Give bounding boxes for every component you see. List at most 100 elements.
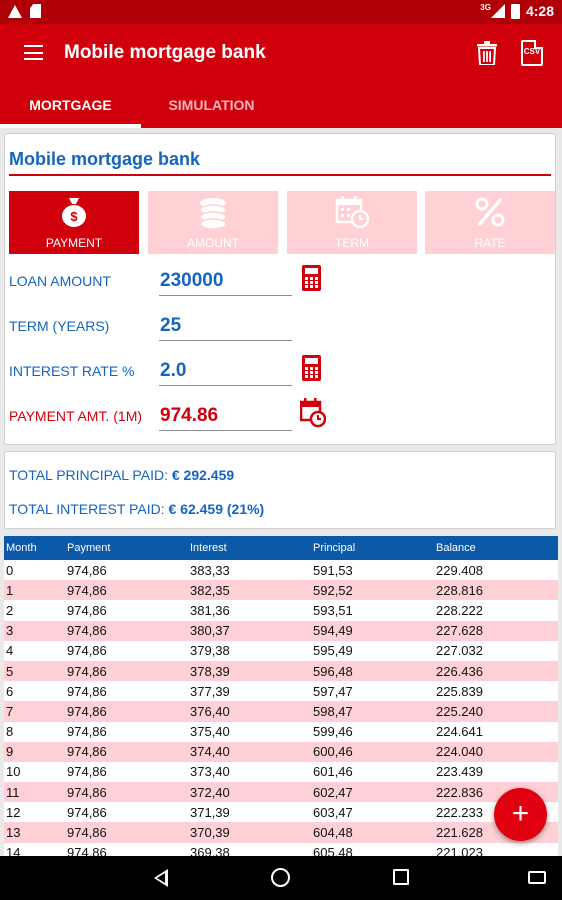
mode-label: PAYMENT — [45, 236, 103, 250]
plus-icon: + — [511, 797, 530, 830]
card-title: Mobile mortgage bank — [9, 149, 201, 169]
table-cell: 604,48 — [313, 825, 353, 841]
table-cell: 383,33 — [190, 562, 230, 578]
app-bar: Mobile mortgage bank CSV — [0, 24, 562, 82]
network-type: 3G — [480, 2, 491, 12]
payment-mode-button[interactable]: $ PAYMENT — [9, 191, 139, 254]
loan-amount-input[interactable] — [159, 266, 292, 296]
calendar-clock-icon[interactable] — [300, 398, 326, 428]
table-cell: 9 — [6, 744, 14, 760]
table-cell: 974,86 — [67, 744, 107, 760]
table-cell: 380,37 — [190, 623, 230, 639]
table-cell: 14 — [6, 845, 21, 856]
table-cell: 222.836 — [436, 784, 483, 800]
payment-amount-input[interactable] — [159, 401, 292, 431]
table-header: Month Payment Interest Principal Balance — [4, 536, 558, 560]
back-icon[interactable] — [154, 869, 168, 887]
table-cell: 974,86 — [67, 825, 107, 841]
total-interest: TOTAL INTEREST PAID: € 62.459 (21%) — [9, 501, 264, 517]
table-cell: 7 — [6, 703, 14, 719]
term-label: TERM (YEARS) — [9, 318, 110, 334]
calculator-icon[interactable] — [302, 265, 321, 291]
table-cell: 377,39 — [190, 683, 230, 699]
csv-export-icon[interactable]: CSV — [521, 40, 543, 66]
table-cell: 2 — [6, 602, 14, 618]
table-row: 2 974,86 381,36 593,51 228.222 — [4, 600, 558, 621]
clock: 4:28 — [525, 3, 554, 19]
table-cell: 974,86 — [67, 643, 107, 659]
add-button[interactable]: + — [494, 788, 547, 841]
table-cell: 974,86 — [67, 582, 107, 598]
table-cell: 376,40 — [190, 703, 230, 719]
table-cell: 974,86 — [67, 623, 107, 639]
total-interest-label: TOTAL INTEREST PAID: — [9, 501, 165, 517]
amount-mode-button[interactable]: AMOUNT — [148, 191, 278, 254]
table-cell: 222.233 — [436, 804, 483, 820]
table-cell: 379,38 — [190, 643, 230, 659]
total-principal-label: TOTAL PRINCIPAL PAID: — [9, 467, 168, 483]
table-cell: 13 — [6, 825, 21, 841]
term-mode-button[interactable]: TERM — [287, 191, 417, 254]
rate-mode-button[interactable]: RATE — [425, 191, 555, 254]
table-cell: 599,46 — [313, 724, 353, 740]
tab-indicator — [0, 124, 141, 128]
column-header: Balance — [436, 542, 476, 554]
table-cell: 224.641 — [436, 724, 483, 740]
table-cell: 381,36 — [190, 602, 230, 618]
table-cell: 371,39 — [190, 804, 230, 820]
table-cell: 229.408 — [436, 562, 483, 578]
warning-icon — [8, 4, 22, 18]
recent-apps-icon[interactable] — [393, 869, 409, 885]
mode-label: AMOUNT — [187, 236, 239, 250]
table-row: 8 974,86 375,40 599,46 224.641 — [4, 721, 558, 742]
signal-icon — [490, 4, 505, 18]
table-cell: 224.040 — [436, 744, 483, 760]
table-cell: 974,86 — [67, 703, 107, 719]
table-row: 14 974,86 369,38 605,48 221.023 — [4, 842, 558, 856]
calculator-card: Mobile mortgage bank $ PAYMENT AMOUNT — [4, 133, 556, 445]
table-cell: 227.032 — [436, 643, 483, 659]
sd-card-icon — [30, 4, 41, 18]
table-cell: 382,35 — [190, 582, 230, 598]
table-cell: 600,46 — [313, 744, 353, 760]
table-cell: 596,48 — [313, 663, 353, 679]
mode-label: TERM — [335, 236, 369, 250]
interest-rate-input[interactable] — [159, 356, 292, 386]
amortization-table[interactable]: Month Payment Interest Principal Balance… — [4, 536, 558, 856]
column-header: Payment — [67, 542, 111, 554]
table-cell: 592,52 — [313, 582, 353, 598]
table-cell: 375,40 — [190, 724, 230, 740]
tab-mortgage[interactable]: MORTGAGE — [29, 97, 112, 113]
column-header: Principal — [313, 542, 356, 554]
keyboard-icon[interactable] — [528, 871, 546, 884]
table-row: 13 974,86 370,39 604,48 221.628 — [4, 822, 558, 843]
table-row: 9 974,86 374,40 600,46 224.040 — [4, 741, 558, 762]
table-cell: 605,48 — [313, 845, 353, 856]
term-input[interactable] — [159, 311, 292, 341]
table-cell: 227.628 — [436, 623, 483, 639]
table-cell: 591,53 — [313, 562, 353, 578]
table-row: 10 974,86 373,40 601,46 223.439 — [4, 761, 558, 783]
home-icon[interactable] — [271, 868, 290, 887]
table-cell: 603,47 — [313, 804, 353, 820]
menu-icon[interactable] — [24, 45, 43, 60]
table-row: 3 974,86 380,37 594,49 227.628 — [4, 620, 558, 641]
table-cell: 602,47 — [313, 784, 353, 800]
table-cell: 223.439 — [436, 764, 483, 780]
battery-icon — [510, 3, 520, 19]
interest-rate-label: INTEREST RATE % — [9, 363, 135, 379]
table-cell: 3 — [6, 623, 14, 639]
total-interest-value: € 62.459 (21%) — [168, 501, 265, 517]
table-cell: 6 — [6, 683, 14, 699]
percent-icon — [475, 197, 505, 227]
table-cell: 12 — [6, 804, 21, 820]
table-cell: 373,40 — [190, 764, 230, 780]
tab-simulation[interactable]: SIMULATION — [168, 97, 255, 113]
table-cell: 221.628 — [436, 825, 483, 841]
calculator-icon[interactable] — [302, 355, 321, 381]
table-cell: 374,40 — [190, 744, 230, 760]
totals-card: TOTAL PRINCIPAL PAID: € 292.459 TOTAL IN… — [4, 451, 556, 529]
trash-icon[interactable] — [477, 41, 497, 65]
table-cell: 226.436 — [436, 663, 483, 679]
table-cell: 597,47 — [313, 683, 353, 699]
